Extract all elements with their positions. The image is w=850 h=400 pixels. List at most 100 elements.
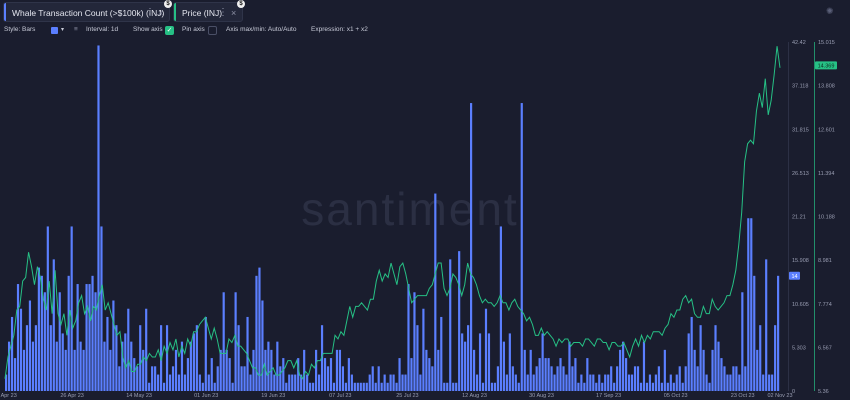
bar (455, 382, 458, 391)
bar (774, 325, 777, 391)
bar (97, 45, 100, 392)
bar (413, 292, 416, 391)
right-axis-ticks: 15.015 13.808 12.601 11.394 10.188 8.981 7.774… (818, 40, 835, 395)
bar (654, 374, 657, 391)
pin-axis-checkbox[interactable] (208, 26, 217, 35)
info-icon[interactable]: $ (164, 0, 172, 8)
bar (317, 374, 321, 391)
more-options-icon[interactable]: ⋮ (218, 7, 228, 18)
bar (145, 308, 148, 391)
bar (398, 358, 401, 391)
bar (484, 308, 488, 391)
x-tick-label: 07 Jul 23 (329, 393, 351, 399)
bar (231, 382, 234, 391)
info-icon[interactable]: $ (237, 0, 245, 8)
bar (91, 275, 94, 391)
bar (344, 382, 347, 391)
chart-area[interactable]: santiment 42.42 37.118 31.815 26.513 21.21 15… (0, 38, 850, 400)
bar (627, 374, 631, 391)
show-axis-label[interactable]: Show axis (133, 26, 163, 33)
bar (109, 349, 112, 391)
tab-price[interactable]: Price (INJ) ⋮ × $ (173, 0, 245, 22)
close-icon[interactable]: × (158, 8, 164, 18)
tab-whale-transaction-count[interactable]: Whale Transaction Count (>$100k) (INJ) ⋮… (3, 0, 172, 22)
bar (7, 341, 11, 391)
bar (580, 374, 583, 391)
bar (133, 358, 136, 391)
bar (669, 374, 672, 391)
more-options-icon[interactable]: ⋮ (145, 7, 155, 18)
bar (28, 300, 32, 391)
left-tick-label: 37.118 (792, 84, 808, 90)
chevron-down-icon[interactable]: ▾ (61, 27, 65, 33)
x-tick-label: 30 Aug 23 (529, 393, 554, 399)
bar (55, 341, 58, 391)
bar (532, 374, 535, 391)
bar (377, 366, 380, 391)
right-tick-label: 11.394 (818, 171, 834, 177)
bar (467, 325, 470, 391)
bar (729, 374, 732, 391)
bar (568, 341, 571, 391)
pin-axis-label[interactable]: Pin axis (182, 26, 205, 33)
line-style-icon[interactable]: ≡ (74, 26, 78, 33)
bar (607, 374, 610, 391)
bar (535, 366, 538, 391)
bar (106, 316, 109, 391)
bar (297, 358, 300, 391)
bar (592, 374, 595, 391)
x-tick-label: 23 Oct 23 (731, 393, 755, 399)
bar (210, 358, 213, 391)
bar (356, 382, 359, 391)
bar (88, 284, 91, 391)
bar (487, 333, 491, 391)
axis-maxmin-label[interactable]: Axis max/min: Auto/Auto (226, 26, 297, 33)
bar (595, 382, 598, 391)
expression-label[interactable]: Expression: x1 + x2 (311, 26, 368, 33)
settings-icon[interactable]: ✺ (826, 6, 834, 16)
bar (478, 333, 482, 391)
bar (425, 349, 428, 391)
bar (180, 341, 184, 391)
bar (61, 333, 64, 391)
bar (213, 382, 216, 391)
bar (34, 325, 37, 391)
bar (365, 382, 368, 391)
bar (472, 349, 476, 391)
x-tick-label: 19 Jun 23 (261, 393, 285, 399)
bar (410, 358, 413, 391)
bar (490, 382, 494, 391)
bar (189, 341, 192, 391)
style-label[interactable]: Style: Bars (4, 26, 36, 33)
bar (240, 366, 243, 391)
right-tick-label: 8.981 (818, 258, 832, 264)
bar (636, 366, 640, 391)
bar (663, 349, 666, 391)
bar (502, 341, 505, 391)
bar (630, 374, 634, 391)
bar (237, 325, 240, 391)
color-swatch[interactable] (51, 27, 58, 34)
bar (67, 275, 70, 391)
bar (124, 333, 127, 391)
bar (684, 366, 687, 391)
close-icon[interactable]: × (231, 8, 237, 18)
bar (759, 325, 762, 391)
bar (657, 366, 660, 391)
bar (639, 382, 643, 391)
bar (428, 358, 431, 391)
bar (741, 292, 744, 391)
bar (556, 366, 559, 391)
bar (273, 374, 276, 391)
bar (434, 193, 437, 391)
bar (37, 267, 40, 391)
bar (19, 308, 23, 391)
bar (157, 374, 160, 391)
bar (586, 358, 589, 391)
x-tick-label: 14 May 23 (126, 393, 152, 399)
show-axis-checkbox[interactable]: ✓ (165, 26, 174, 35)
bar (70, 226, 73, 391)
bar (589, 374, 592, 391)
interval-label[interactable]: Interval: 1d (86, 26, 119, 33)
bar (547, 358, 550, 391)
